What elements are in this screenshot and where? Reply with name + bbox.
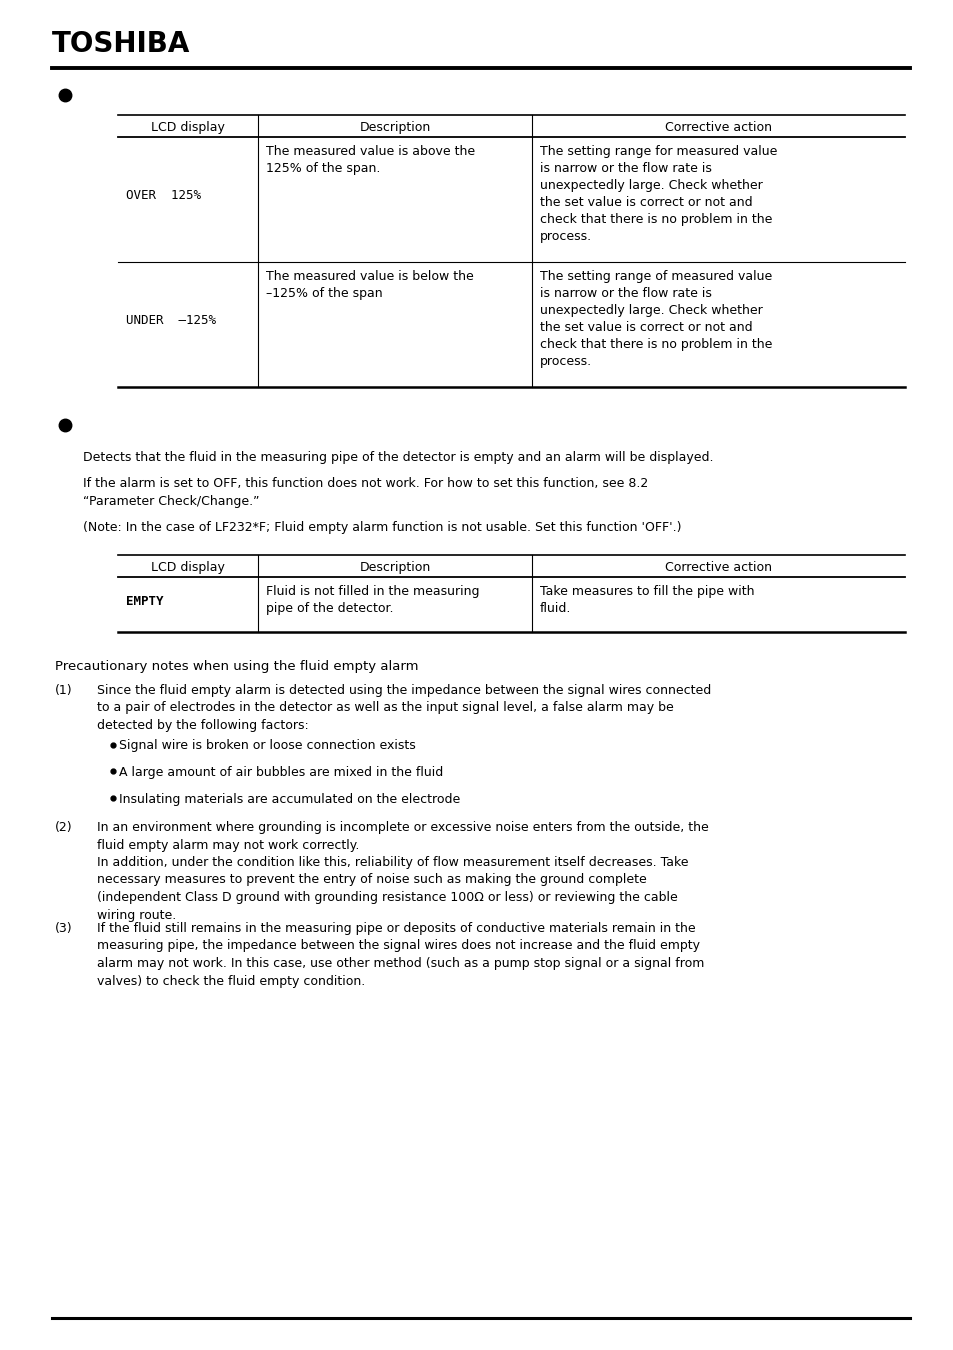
Text: Corrective action: Corrective action: [664, 562, 771, 574]
Text: OVER  125%: OVER 125%: [126, 189, 201, 202]
Text: The setting range of measured value
is narrow or the flow rate is
unexpectedly l: The setting range of measured value is n…: [539, 270, 772, 369]
Text: Description: Description: [359, 122, 430, 134]
Text: In an environment where grounding is incomplete or excessive noise enters from t: In an environment where grounding is inc…: [97, 821, 708, 922]
Text: Precautionary notes when using the fluid empty alarm: Precautionary notes when using the fluid…: [55, 660, 418, 674]
Text: If the fluid still remains in the measuring pipe or deposits of conductive mater: If the fluid still remains in the measur…: [97, 922, 703, 987]
Text: Insulating materials are accumulated on the electrode: Insulating materials are accumulated on …: [119, 792, 459, 806]
Text: UNDER  –125%: UNDER –125%: [126, 315, 215, 327]
Text: TOSHIBA: TOSHIBA: [52, 30, 191, 58]
Text: Description: Description: [359, 562, 430, 574]
Text: The measured value is below the
–125% of the span: The measured value is below the –125% of…: [266, 270, 474, 300]
Text: (1): (1): [55, 684, 72, 697]
Text: (Note: In the case of LF232*F; Fluid empty alarm function is not usable. Set thi: (Note: In the case of LF232*F; Fluid emp…: [83, 521, 680, 533]
Text: Take measures to fill the pipe with
fluid.: Take measures to fill the pipe with flui…: [539, 585, 754, 616]
Text: EMPTY: EMPTY: [126, 595, 163, 608]
Text: Fluid is not filled in the measuring
pipe of the detector.: Fluid is not filled in the measuring pip…: [266, 585, 479, 616]
Text: Signal wire is broken or loose connection exists: Signal wire is broken or loose connectio…: [119, 740, 416, 752]
Text: (2): (2): [55, 821, 72, 834]
Text: The setting range for measured value
is narrow or the flow rate is
unexpectedly : The setting range for measured value is …: [539, 144, 777, 243]
Text: LCD display: LCD display: [151, 122, 225, 134]
Text: Since the fluid empty alarm is detected using the impedance between the signal w: Since the fluid empty alarm is detected …: [97, 684, 711, 732]
Text: Corrective action: Corrective action: [664, 122, 771, 134]
Text: The measured value is above the
125% of the span.: The measured value is above the 125% of …: [266, 144, 475, 176]
Text: If the alarm is set to OFF, this function does not work. For how to set this fun: If the alarm is set to OFF, this functio…: [83, 478, 648, 508]
Text: Detects that the fluid in the measuring pipe of the detector is empty and an ala: Detects that the fluid in the measuring …: [83, 451, 713, 464]
Text: A large amount of air bubbles are mixed in the fluid: A large amount of air bubbles are mixed …: [119, 765, 443, 779]
Text: (3): (3): [55, 922, 72, 936]
Text: LCD display: LCD display: [151, 562, 225, 574]
